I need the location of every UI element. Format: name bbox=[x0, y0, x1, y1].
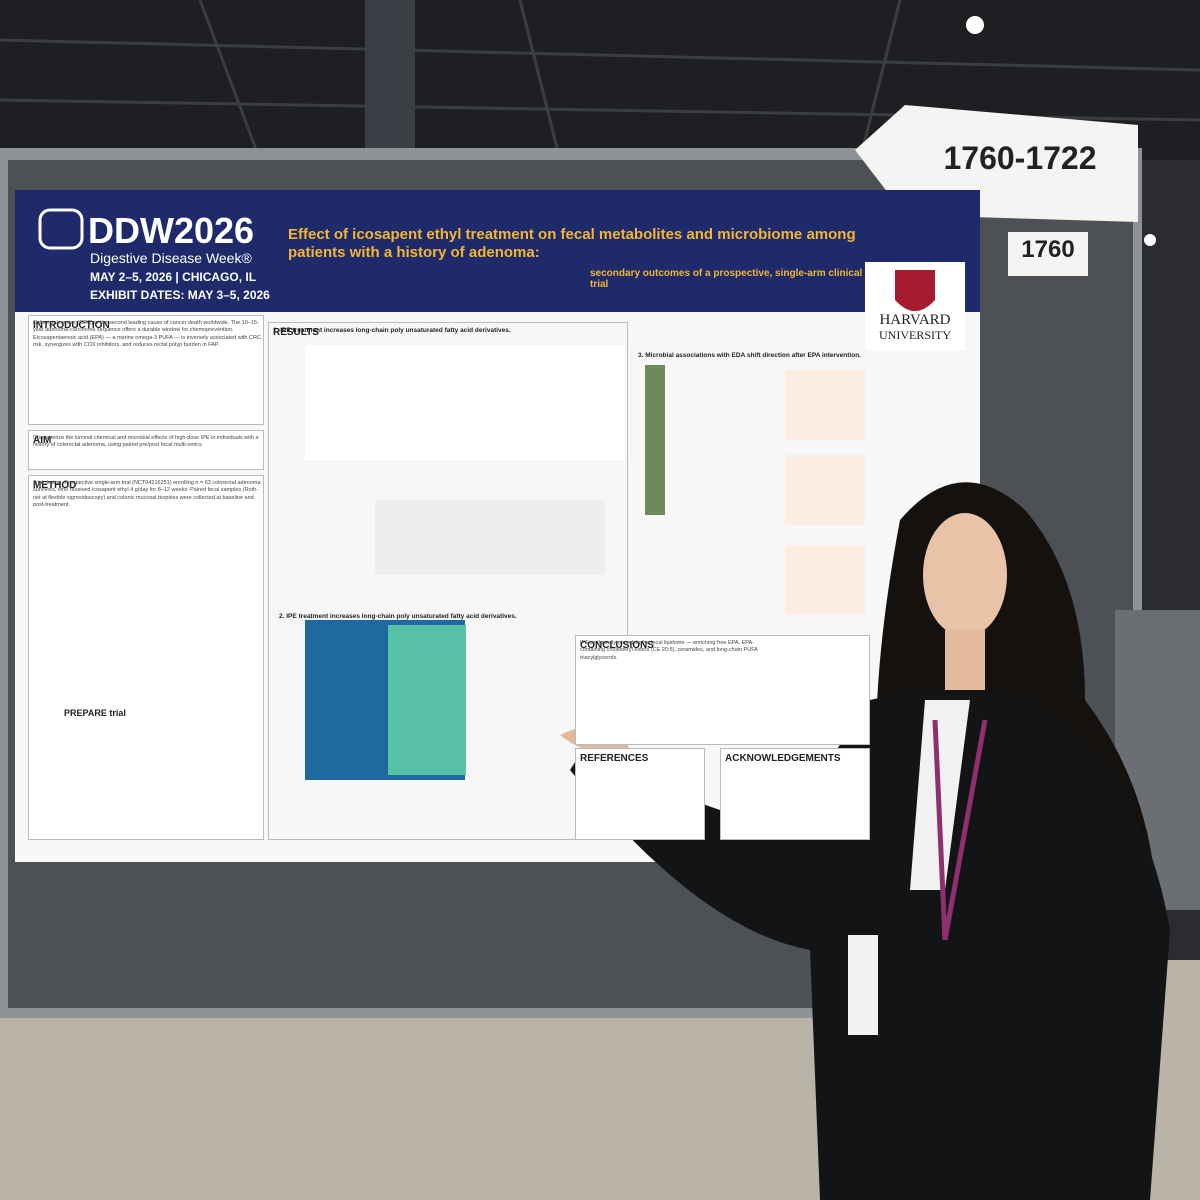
heading: ACKNOWLEDGEMENTS bbox=[725, 753, 841, 764]
logo: DDW2026 bbox=[88, 210, 255, 251]
lanyard bbox=[932, 719, 988, 941]
scatter-plot bbox=[785, 455, 865, 525]
heading: CONCLUSIONS bbox=[580, 640, 654, 651]
ddw-icon bbox=[38, 208, 84, 250]
results-box: RESULTS 1. IPE treatment increases long-… bbox=[268, 322, 628, 840]
light bbox=[1144, 234, 1156, 246]
poster-title: Effect of icosapent ethyl treatment on f… bbox=[288, 226, 856, 261]
poster-header bbox=[15, 190, 980, 312]
harvard-shield bbox=[895, 270, 935, 311]
board-number: 1760 bbox=[1021, 236, 1075, 263]
logo-sub: Digestive Disease Week® bbox=[90, 250, 252, 266]
text: Colorectal cancer (CRC) is the second le… bbox=[33, 320, 261, 349]
university: HARVARD bbox=[879, 312, 951, 328]
heatmap-after bbox=[388, 625, 466, 775]
heading: REFERENCES bbox=[580, 753, 649, 764]
heatmap-side bbox=[645, 365, 665, 515]
conclusions-box: CONCLUSIONS IPE profoundly remodels the … bbox=[575, 635, 870, 745]
acknowledgements-box: ACKNOWLEDGEMENTS bbox=[720, 748, 870, 840]
heading: RESULTS bbox=[273, 327, 319, 338]
method-box: METHOD Trial design. Prospective single-… bbox=[28, 475, 264, 840]
heading: METHOD bbox=[33, 480, 77, 491]
plot-forest bbox=[305, 345, 625, 460]
board-number-card bbox=[1008, 232, 1088, 276]
text: Characterize the luminal chemical and mi… bbox=[33, 435, 259, 449]
text: IPE profoundly remodels the fecal lipido… bbox=[580, 640, 758, 661]
references-box: REFERENCES bbox=[575, 748, 705, 840]
panel-title: 2. IPE treatment increases long-chain po… bbox=[279, 613, 517, 620]
neck bbox=[945, 630, 985, 690]
poster-subtitle: secondary outcomes of a prospective, sin… bbox=[590, 268, 863, 290]
aim-box: AIM Characterize the luminal chemical an… bbox=[28, 430, 264, 470]
face bbox=[923, 513, 1007, 637]
badge bbox=[848, 935, 878, 1035]
heading: AIM bbox=[33, 435, 52, 446]
heading: INTRODUCTION bbox=[33, 320, 110, 331]
trial-label: PREPARE trial bbox=[64, 708, 126, 718]
pillar bbox=[365, 0, 415, 170]
plot-boxplots bbox=[375, 500, 605, 575]
intro-box: INTRODUCTION Colorectal cancer (CRC) is … bbox=[28, 315, 264, 425]
panel-title: 1. IPE treatment increases long-chain po… bbox=[273, 327, 511, 334]
sign-range: 1760-1722 bbox=[943, 140, 1097, 176]
light bbox=[966, 16, 984, 34]
dates: MAY 2–5, 2026 | CHICAGO, IL bbox=[90, 270, 257, 284]
scatter-plot bbox=[785, 370, 865, 440]
university2: UNIVERSITY bbox=[879, 328, 951, 342]
panel-title: 3. Microbial associations with EDA shift… bbox=[638, 352, 861, 359]
text: Trial design. Prospective single-arm tri… bbox=[33, 480, 261, 509]
scatter-plot bbox=[785, 545, 865, 615]
exhibit: EXHIBIT DATES: MAY 3–5, 2026 bbox=[90, 288, 270, 302]
